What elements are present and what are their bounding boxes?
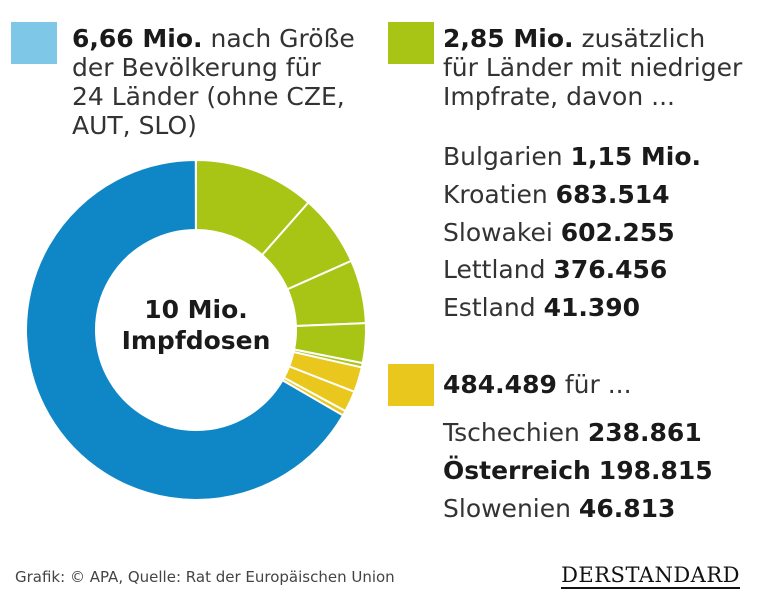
country-item-bulgarien: Bulgarien 1,15 Mio.	[443, 142, 702, 171]
donut-slices	[25, 158, 367, 501]
legend-other: 484.489 für ...	[443, 370, 632, 399]
other-country-list: Tschechien 238.861 Österreich 198.815 Sl…	[443, 414, 713, 527]
country-item-oesterreich: Österreich 198.815	[443, 455, 713, 485]
footer-credit: Grafik: © APA, Quelle: Rat der Europäisc…	[15, 568, 395, 586]
legend-low-vaccination-value: 2,85 Mio.	[443, 24, 574, 53]
low-vaccination-country-list: Bulgarien 1,15 Mio. Kroatien 683.514 Slo…	[443, 138, 701, 327]
country-item-kroatien: Kroatien 683.514	[443, 179, 670, 209]
legend-population-line3: 24 Länder (ohne CZE,	[72, 82, 345, 111]
legend-population: 6,66 Mio. nach Größe der Bevölkerung für…	[72, 24, 355, 140]
legend-low-vaccination-line1: zusätzlich	[581, 24, 706, 53]
legend-other-line1: für ...	[564, 370, 632, 399]
legend-other-value: 484.489	[443, 370, 557, 399]
country-item-slowenien: Slowenien 46.813	[443, 493, 676, 523]
legend-population-line1: nach Größe	[210, 24, 355, 53]
legend-population-line4: AUT, SLO)	[72, 111, 197, 140]
legend-low-vaccination-line3: Impfrate, davon ...	[443, 82, 675, 111]
legend-population-line2: der Bevölkerung für	[72, 53, 321, 82]
country-item-slowakei: Slowakei 602.255	[443, 217, 675, 247]
center-label-line1: 10 Mio.	[144, 295, 248, 324]
legend-swatch-population	[11, 22, 57, 64]
legend-swatch-low-vaccination	[388, 22, 434, 64]
center-label-line2: Impfdosen	[122, 326, 271, 355]
country-item-lettland: Lettland 376.456	[443, 255, 668, 285]
legend-low-vaccination-line2: für Länder mit niedriger	[443, 53, 743, 82]
publisher-logo: DERSTANDARD	[561, 563, 740, 589]
legend-swatch-other	[388, 364, 434, 406]
legend-population-value: 6,66 Mio.	[72, 24, 203, 53]
country-item-tschechien: Tschechien 238.861	[443, 418, 702, 447]
legend-low-vaccination: 2,85 Mio. zusätzlich für Länder mit nied…	[443, 24, 742, 111]
country-item-estland: Estland 41.390	[443, 293, 641, 323]
donut-chart: 10 Mio. Impfdosen	[25, 158, 367, 501]
donut-slice-population	[25, 158, 345, 501]
